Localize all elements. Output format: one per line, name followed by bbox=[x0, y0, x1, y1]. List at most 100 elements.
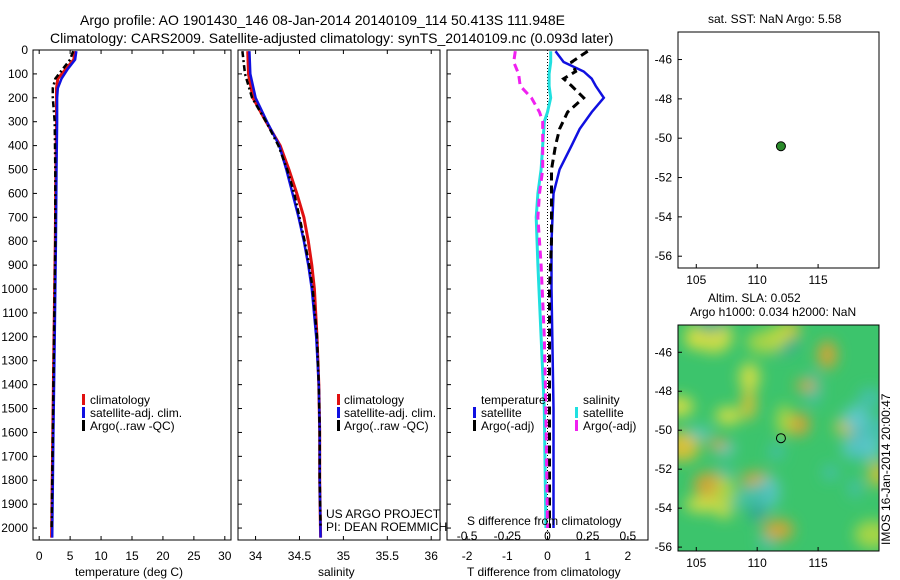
t-tick-label: 2 bbox=[625, 549, 632, 563]
y-tick-label: 1400 bbox=[1, 378, 28, 392]
salinity-axes-frame bbox=[237, 49, 441, 541]
difference-axes-frame bbox=[446, 49, 649, 541]
x-tick-label: 20 bbox=[156, 549, 170, 563]
y-tick-label: -56 bbox=[655, 540, 673, 554]
salinity-legend: climatology satellite-adj. clim. Argo(..… bbox=[337, 393, 436, 433]
salinity-panel: 34 34.5 35 35.5 36 salinity climatology sate… bbox=[237, 49, 447, 579]
y-tick-label: 1700 bbox=[1, 449, 28, 463]
legend-label-satellite: satellite-adj. clim. bbox=[90, 406, 182, 420]
profile-line-climatology bbox=[246, 51, 323, 538]
y-tick-label: -52 bbox=[655, 171, 673, 185]
y-tick-label: -56 bbox=[655, 249, 673, 263]
y-tick-label: 900 bbox=[8, 258, 28, 272]
difference-line-salinity-argo-adj- bbox=[512, 50, 549, 529]
x-tick-label: 30 bbox=[218, 549, 232, 563]
temperature-axes-frame bbox=[32, 49, 232, 541]
x-tick-label: 10 bbox=[94, 549, 108, 563]
y-tick-label: 1500 bbox=[1, 402, 28, 416]
sla-map-ticks: 105 110 115 -46 -48 -50 -52 -54 -56 bbox=[655, 345, 828, 570]
difference-ticks: -2 -1 0 1 2 -0.5 -0.25 0 0.25 0.5 bbox=[447, 49, 637, 563]
y-tick-label: -50 bbox=[655, 131, 673, 145]
x-tick-label: 34.5 bbox=[288, 549, 312, 563]
x-tick-label: 35.5 bbox=[376, 549, 400, 563]
profile-line-satellite-adj-clim- bbox=[50, 51, 78, 538]
legend-title-temperature: temperature bbox=[481, 393, 546, 407]
temperature-x-label: temperature (deg C) bbox=[75, 565, 183, 579]
y-tick-label: -54 bbox=[655, 210, 673, 224]
y-tick-label: 800 bbox=[8, 234, 28, 248]
legend-label-temp-satellite: satellite bbox=[481, 406, 522, 420]
temperature-legend: climatology satellite-adj. clim. Argo(..… bbox=[82, 393, 182, 433]
t-difference-label: T difference from climatology bbox=[467, 565, 621, 579]
y-tick-label: 1100 bbox=[2, 306, 28, 320]
difference-legend: temperature salinity satellite Argo(-adj… bbox=[473, 393, 636, 433]
y-tick-label: -52 bbox=[655, 462, 673, 476]
legend-swatch-sal-satellite bbox=[575, 407, 578, 418]
x-tick-label: 25 bbox=[187, 549, 201, 563]
temperature-profiles bbox=[50, 50, 78, 538]
sla-heatmap bbox=[678, 325, 879, 551]
y-tick-label: 1300 bbox=[1, 354, 28, 368]
sst-map-panel: sat. SST: NaN Argo: 5.58 105 110 115 -46 -48… bbox=[655, 12, 880, 287]
legend-label-climatology: climatology bbox=[90, 393, 150, 407]
y-tick-label: -48 bbox=[655, 92, 673, 106]
s-difference-label: S difference from climatology bbox=[467, 514, 622, 528]
salinity-x-label: salinity bbox=[318, 565, 355, 579]
legend-swatch-climatology bbox=[337, 394, 340, 405]
difference-line-salinity-satellite bbox=[534, 51, 553, 529]
y-tick-label: -48 bbox=[655, 384, 673, 398]
x-tick-label: 110 bbox=[748, 556, 767, 570]
profile-line-satellite-adj-clim- bbox=[248, 51, 322, 538]
x-tick-label: 34 bbox=[249, 549, 263, 563]
y-tick-label: 1200 bbox=[1, 330, 28, 344]
sla-map-frame bbox=[677, 324, 880, 552]
y-tick-label: -50 bbox=[655, 423, 673, 437]
imos-side-label: IMOS 16-Jan-2014 20:00:47 bbox=[879, 393, 893, 545]
argo-float-marker bbox=[775, 141, 786, 152]
sla-map-title-line-2: Argo h1000: 0.034 h2000: NaN bbox=[690, 305, 856, 319]
x-tick-label: 105 bbox=[686, 273, 706, 287]
y-tick-label: 1600 bbox=[1, 425, 28, 439]
s-tick-label: -0.5 bbox=[457, 529, 478, 543]
legend-title-salinity: salinity bbox=[583, 393, 620, 407]
difference-panel: -2 -1 0 1 2 -0.5 -0.25 0 0.25 0.5 temperature sal… bbox=[446, 49, 649, 579]
y-tick-label: 300 bbox=[8, 115, 28, 129]
sla-map-title-line-1: Altim. SLA: 0.052 bbox=[708, 291, 801, 305]
y-tick-label: -46 bbox=[655, 345, 673, 359]
t-tick-label: 1 bbox=[584, 549, 591, 563]
y-tick-label: -54 bbox=[655, 501, 673, 515]
x-tick-label: 36 bbox=[425, 549, 439, 563]
x-tick-label: 35 bbox=[337, 549, 351, 563]
t-tick-label: 0 bbox=[544, 549, 551, 563]
legend-swatch-argo bbox=[337, 420, 340, 431]
legend-swatch-sal-argo bbox=[575, 420, 578, 431]
salinity-ticks: 34 34.5 35 35.5 36 bbox=[238, 49, 439, 563]
legend-swatch-satellite bbox=[337, 407, 340, 418]
temperature-panel: 0 5 10 15 20 25 300100200300400500600700800900… bbox=[1, 43, 232, 579]
legend-label-satellite: satellite-adj. clim. bbox=[344, 406, 436, 420]
t-tick-label: -2 bbox=[462, 549, 473, 563]
x-tick-label: 105 bbox=[686, 556, 706, 570]
y-tick-label: 1800 bbox=[1, 473, 28, 487]
pi-annotation: PI: DEAN ROEMMICH bbox=[326, 520, 447, 534]
s-tick-label: -0.25 bbox=[494, 529, 522, 543]
profile-line-argo-raw-qc- bbox=[50, 50, 75, 529]
x-tick-label: 110 bbox=[748, 273, 767, 287]
temperature-ticks: 0 5 10 15 20 25 300100200300400500600700800900… bbox=[1, 43, 232, 563]
legend-label-climatology: climatology bbox=[344, 393, 404, 407]
argo-float-marker bbox=[775, 433, 786, 444]
y-tick-label: 500 bbox=[8, 163, 28, 177]
legend-label-argo: Argo(..raw -QC) bbox=[344, 419, 429, 433]
s-tick-label: 0.5 bbox=[620, 529, 637, 543]
sst-map-ticks: 105 110 115 -46 -48 -50 -52 -54 -56 bbox=[655, 53, 828, 287]
y-tick-label: -46 bbox=[655, 53, 673, 67]
y-tick-label: 2000 bbox=[1, 521, 28, 535]
sla-map-markers bbox=[775, 433, 786, 444]
difference-line-temperature-argo-adj- bbox=[548, 49, 589, 528]
header-line-2: Climatology: CARS2009. Satellite-adjuste… bbox=[50, 30, 613, 46]
s-tick-label: 0 bbox=[544, 529, 551, 543]
s-tick-label: 0.25 bbox=[576, 529, 600, 543]
y-tick-label: 1900 bbox=[1, 497, 28, 511]
legend-label-temp-argo: Argo(-adj) bbox=[481, 419, 534, 433]
